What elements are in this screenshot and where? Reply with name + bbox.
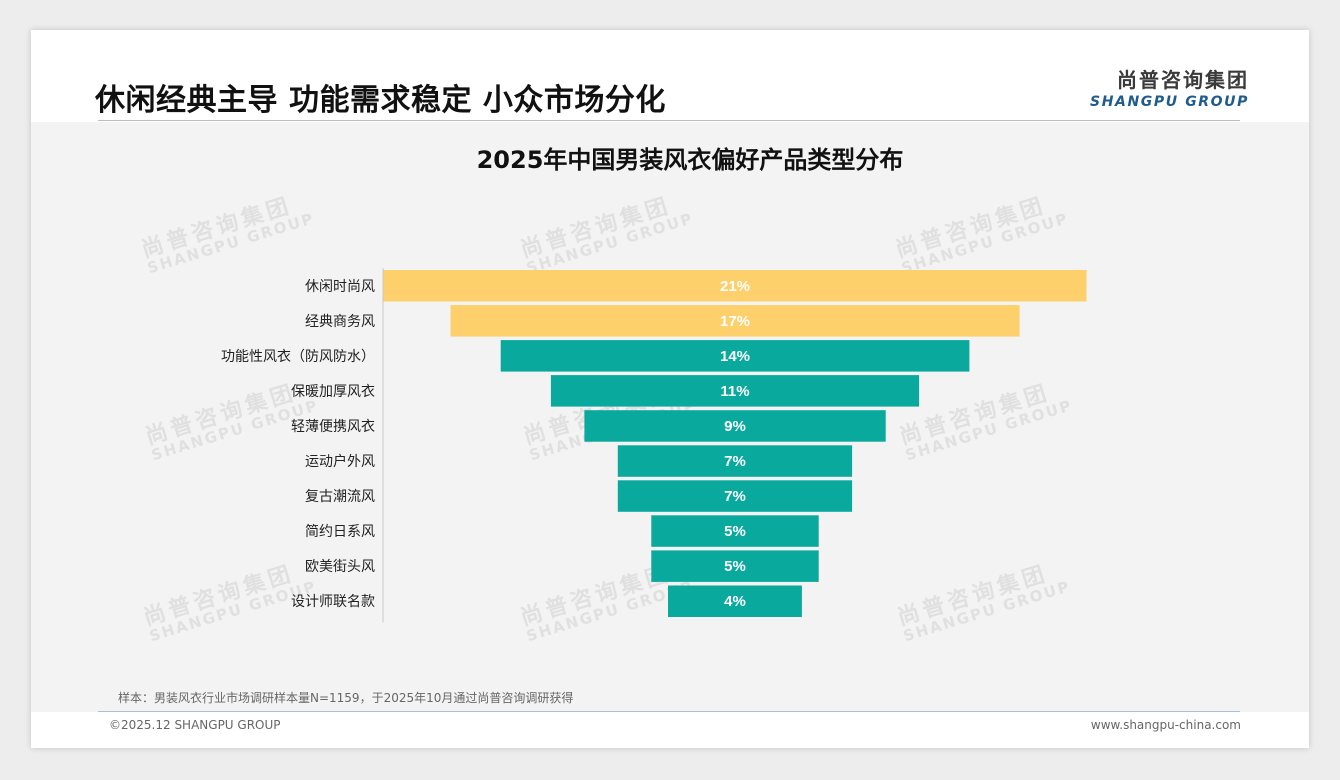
header-band [31, 30, 1309, 122]
category-label-2: 功能性风衣（防风防水） [221, 349, 375, 365]
bar-4 [584, 410, 886, 442]
category-label-9: 设计师联名款 [291, 594, 375, 610]
chart-title: 2025年中国男装风衣偏好产品类型分布 [476, 146, 904, 174]
bar-1 [450, 305, 1020, 337]
brand-logo: 尚普咨询集团 SHANGPU GROUP [1071, 64, 1249, 110]
bar-6 [617, 480, 853, 512]
bar-8 [651, 550, 819, 582]
category-label-6: 复古潮流风 [305, 488, 375, 505]
value-label-2: 14% [720, 348, 750, 365]
bar-0 [383, 270, 1087, 302]
bar-3 [550, 375, 920, 407]
value-label-4: 9% [724, 418, 746, 435]
value-label-7: 5% [724, 523, 746, 540]
logo-chinese-text: 尚普咨询集团 [1117, 68, 1249, 92]
value-label-9: 4% [724, 593, 746, 610]
bar-5 [617, 445, 853, 477]
source-note: 样本：男装风衣行业市场调研样本量N=1159，于2025年10月通过尚普咨询调研… [118, 691, 574, 705]
value-label-1: 17% [720, 313, 750, 330]
value-label-6: 7% [724, 488, 746, 505]
bar-2 [500, 340, 970, 372]
category-label-1: 经典商务风 [305, 314, 375, 330]
category-label-7: 简约日系风 [305, 523, 375, 540]
value-label-0: 21% [720, 278, 750, 295]
page-title: 休闲经典主导 功能需求稳定 小众市场分化 [95, 83, 666, 118]
copyright: ©2025.12 SHANGPU GROUP [109, 718, 281, 732]
website-url: www.shangpu-china.com [1090, 718, 1241, 732]
bar-9 [668, 585, 802, 617]
footer-band [31, 712, 1309, 748]
title-divider [98, 120, 1240, 121]
value-label-5: 7% [724, 453, 746, 470]
value-label-8: 5% [724, 558, 746, 575]
category-label-5: 运动户外风 [305, 453, 375, 470]
bar-7 [651, 515, 819, 547]
slide: 休闲经典主导 功能需求稳定 小众市场分化 尚普咨询集团 SHANGPU GROU… [31, 30, 1309, 748]
category-label-4: 轻薄便携风衣 [291, 419, 375, 435]
category-label-3: 保暖加厚风衣 [291, 384, 375, 400]
logo-english-text: SHANGPU GROUP [1090, 94, 1249, 110]
category-label-0: 休闲时尚风 [305, 279, 375, 295]
footer-divider [98, 711, 1240, 712]
category-label-8: 欧美街头风 [305, 559, 375, 575]
value-label-3: 11% [720, 383, 749, 400]
